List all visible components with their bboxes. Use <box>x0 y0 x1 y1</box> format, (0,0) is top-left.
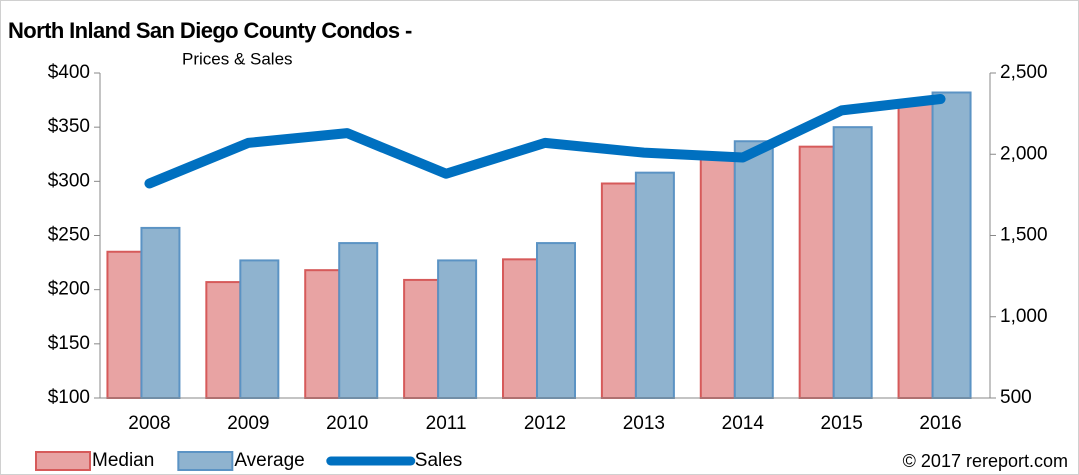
legend-label: Average <box>234 450 304 471</box>
bar <box>304 269 341 399</box>
x-tick-label: 2010 <box>326 413 368 434</box>
x-tick-label: 2008 <box>128 413 170 434</box>
x-tick-label: 2009 <box>227 413 269 434</box>
y2-tick-label: 2,000 <box>1000 143 1048 164</box>
y-tick-label: $200 <box>48 279 90 300</box>
legend-label: Median <box>92 450 154 471</box>
bar <box>832 126 873 400</box>
bar <box>140 226 181 399</box>
x-tick-label: 2015 <box>821 413 863 434</box>
y2-tick-label: 1,500 <box>1000 225 1048 246</box>
bar <box>338 242 379 399</box>
chart-subtitle: Prices & Sales <box>182 49 293 68</box>
bar <box>798 145 835 399</box>
bar <box>239 259 280 399</box>
y-tick-label: $350 <box>48 116 90 137</box>
bar <box>634 171 675 399</box>
bar <box>106 250 143 399</box>
x-tick-label: 2011 <box>426 413 467 434</box>
chart-title: North Inland San Diego County Condos - <box>8 18 412 43</box>
legend-swatch <box>35 451 91 471</box>
bar <box>536 242 576 399</box>
y-tick-label: $100 <box>48 387 90 408</box>
legend-swatch <box>177 451 234 471</box>
bar <box>699 156 736 399</box>
bar <box>502 258 538 400</box>
y-tick-label: $300 <box>48 170 90 191</box>
bar <box>931 91 972 399</box>
y2-tick-label: 1,000 <box>1000 306 1048 327</box>
y-tick-label: $150 <box>48 333 90 354</box>
bar <box>600 182 637 399</box>
y2-tick-label: 500 <box>1000 387 1032 408</box>
bar <box>205 281 242 400</box>
bar <box>403 278 440 399</box>
annotation: © 2017 rereport.com <box>903 451 1068 471</box>
bar <box>733 140 774 399</box>
x-tick-label: 2016 <box>919 413 961 434</box>
legend-label: Sales <box>415 450 463 471</box>
x-tick-label: 2014 <box>722 413 765 434</box>
bar <box>437 259 478 399</box>
sales-line <box>144 94 946 189</box>
bar <box>897 99 934 399</box>
x-tick-label: 2012 <box>524 413 566 434</box>
y-tick-label: $250 <box>48 225 90 246</box>
y-tick-label: $400 <box>48 62 90 83</box>
y2-tick-label: 2,500 <box>1000 62 1048 83</box>
x-tick-label: 2013 <box>623 413 665 434</box>
